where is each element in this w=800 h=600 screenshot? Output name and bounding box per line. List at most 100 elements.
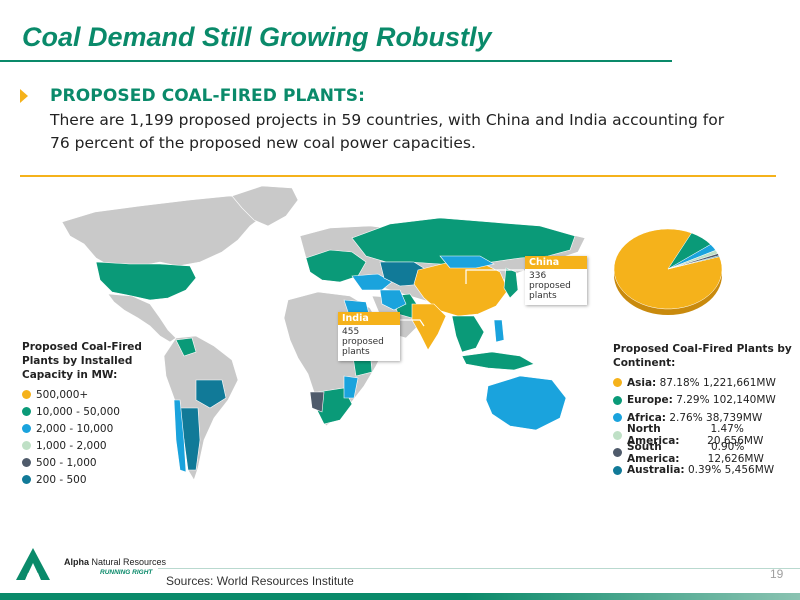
legend-swatch-icon (22, 390, 31, 399)
continent-value: 0.39% 5,456MW (684, 464, 775, 477)
capacity-legend: Proposed Coal-Fired Plants by Installed … (22, 340, 162, 488)
south-america-gray (163, 335, 239, 481)
capacity-legend-label: 1,000 - 2,000 (36, 439, 107, 452)
continent-legend-item: Australia: 0.39% 5,456MW (613, 462, 793, 480)
philippines-region (493, 319, 505, 343)
india-callout-body: 455 proposed plants (338, 325, 400, 361)
southeast-asia-region (451, 315, 485, 353)
legend-swatch-icon (22, 424, 31, 433)
continent-name: Africa: (627, 411, 666, 424)
brand-tagline: RUNNING RIGHT (100, 569, 153, 576)
capacity-legend-item: 500,000+ (22, 386, 162, 403)
capacity-legend-items: 500,000+ 10,000 - 50,000 2,000 - 10,000 1,0… (22, 386, 162, 488)
continent-legend: Proposed Coal-Fired Plants by Continent:… (613, 342, 793, 479)
continent-value: 1.47% 20,656MW (707, 423, 764, 448)
australia-region (485, 375, 567, 431)
central-america (107, 293, 177, 343)
china-leader-line (465, 269, 524, 284)
capacity-legend-item: 1,000 - 2,000 (22, 437, 162, 454)
canada-region (61, 195, 269, 267)
continent-name: South America: (627, 440, 680, 465)
legend-swatch-icon (613, 395, 622, 405)
capacity-legend-title: Proposed Coal-Fired Plants by Installed … (22, 341, 142, 381)
continent-legend-item: North America: 1.47% 20,656MW (613, 423, 793, 447)
iran-region (379, 289, 407, 311)
capacity-legend-label: 200 - 500 (36, 473, 87, 486)
section-body: There are 1,199 proposed projects in 59 … (50, 111, 725, 152)
section-heading: PROPOSED COAL-FIRED PLANTS: (50, 86, 366, 106)
turkey-region (351, 273, 393, 291)
india-plant-unit-2: plants (342, 347, 370, 357)
continent-legend-title: Proposed Coal-Fired Plants by Continent: (613, 343, 792, 369)
indonesia-region (461, 351, 535, 371)
callout-leaders (400, 269, 524, 327)
continent-pie-chart (613, 228, 723, 315)
pie-slices (613, 228, 723, 310)
continent-value: 0.90% 12,626MW (707, 440, 764, 465)
legend-swatch-icon (22, 407, 31, 416)
continent-legend-items: Asia: 87.18% 1,221,661MW Europe: 7.29% 10… (613, 374, 793, 479)
mozambique-region (343, 375, 359, 399)
china-callout: China 336 proposed plants (525, 256, 587, 305)
capacity-legend-item: 10,000 - 50,000 (22, 403, 162, 420)
page-number: 19 (770, 567, 784, 581)
continent-name: North America: (627, 423, 680, 448)
alpha-logo-icon (16, 548, 50, 580)
continent-legend-item: South America: 0.90% 12,626MW (613, 440, 793, 465)
capacity-legend-item: 2,000 - 10,000 (22, 420, 162, 437)
colombia-region (175, 337, 197, 357)
india-callout: India 455 proposed plants (338, 312, 400, 361)
continent-legend-item: Asia: 87.18% 1,221,661MW (613, 374, 793, 392)
continent-name: Australia: (627, 464, 685, 477)
capacity-legend-label: 500,000+ (36, 388, 89, 401)
namibia-region (309, 391, 325, 413)
brand-name-rest: Natural Resources (89, 557, 167, 567)
greenland (231, 185, 299, 227)
legend-swatch-icon (22, 441, 31, 450)
brand-name: Alpha Natural Resources (64, 557, 166, 567)
legend-swatch-icon (613, 378, 622, 388)
india-plant-count: 455 (342, 327, 360, 337)
capacity-legend-item: 200 - 500 (22, 471, 162, 488)
mongolia-region (439, 255, 495, 269)
india-region (411, 303, 447, 351)
capacity-legend-label: 10,000 - 50,000 (36, 405, 120, 418)
usa-region (95, 261, 197, 301)
china-callout-title: China (525, 256, 587, 269)
japan-region (503, 267, 519, 299)
continent-value: 7.29% 102,140MW (672, 394, 776, 407)
footer-divider (158, 568, 800, 569)
india-leader-line (400, 319, 425, 327)
continent-legend-item: Africa: 2.76% 38,739MW (613, 409, 793, 427)
sources-note: Sources: World Resources Institute (166, 574, 354, 588)
bullet-arrow-icon (20, 89, 28, 103)
slide-title: Coal Demand Still Growing Robustly (22, 22, 492, 52)
capacity-legend-label: 2,000 - 10,000 (36, 422, 114, 435)
china-callout-body: 336 proposed plants (525, 269, 587, 305)
section-divider (20, 175, 776, 177)
china-plant-count: 336 (529, 271, 547, 281)
legend-swatch-icon (613, 448, 622, 458)
title-underline (0, 60, 672, 62)
continent-name: Asia: (627, 376, 657, 389)
footer-bar (0, 593, 800, 600)
continent-value: 87.18% 1,221,661MW (656, 376, 776, 389)
legend-swatch-icon (613, 465, 622, 475)
chile-region (173, 399, 187, 473)
brand-name-bold: Alpha (64, 557, 90, 567)
brazil-region (195, 379, 227, 409)
continent-name: Europe: (627, 394, 673, 407)
continent-legend-item: Europe: 7.29% 102,140MW (613, 392, 793, 410)
legend-swatch-icon (22, 475, 31, 484)
legend-swatch-icon (613, 413, 622, 423)
china-plant-unit-1: proposed (529, 281, 571, 291)
india-callout-title: India (338, 312, 400, 325)
capacity-legend-label: 500 - 1,000 (36, 456, 97, 469)
capacity-legend-item: 500 - 1,000 (22, 454, 162, 471)
legend-swatch-icon (22, 458, 31, 467)
world-map (61, 185, 586, 481)
legend-swatch-icon (613, 430, 622, 440)
continent-value: 2.76% 38,739MW (665, 411, 763, 424)
china-plant-unit-2: plants (529, 291, 557, 301)
pie-slice (667, 255, 720, 270)
